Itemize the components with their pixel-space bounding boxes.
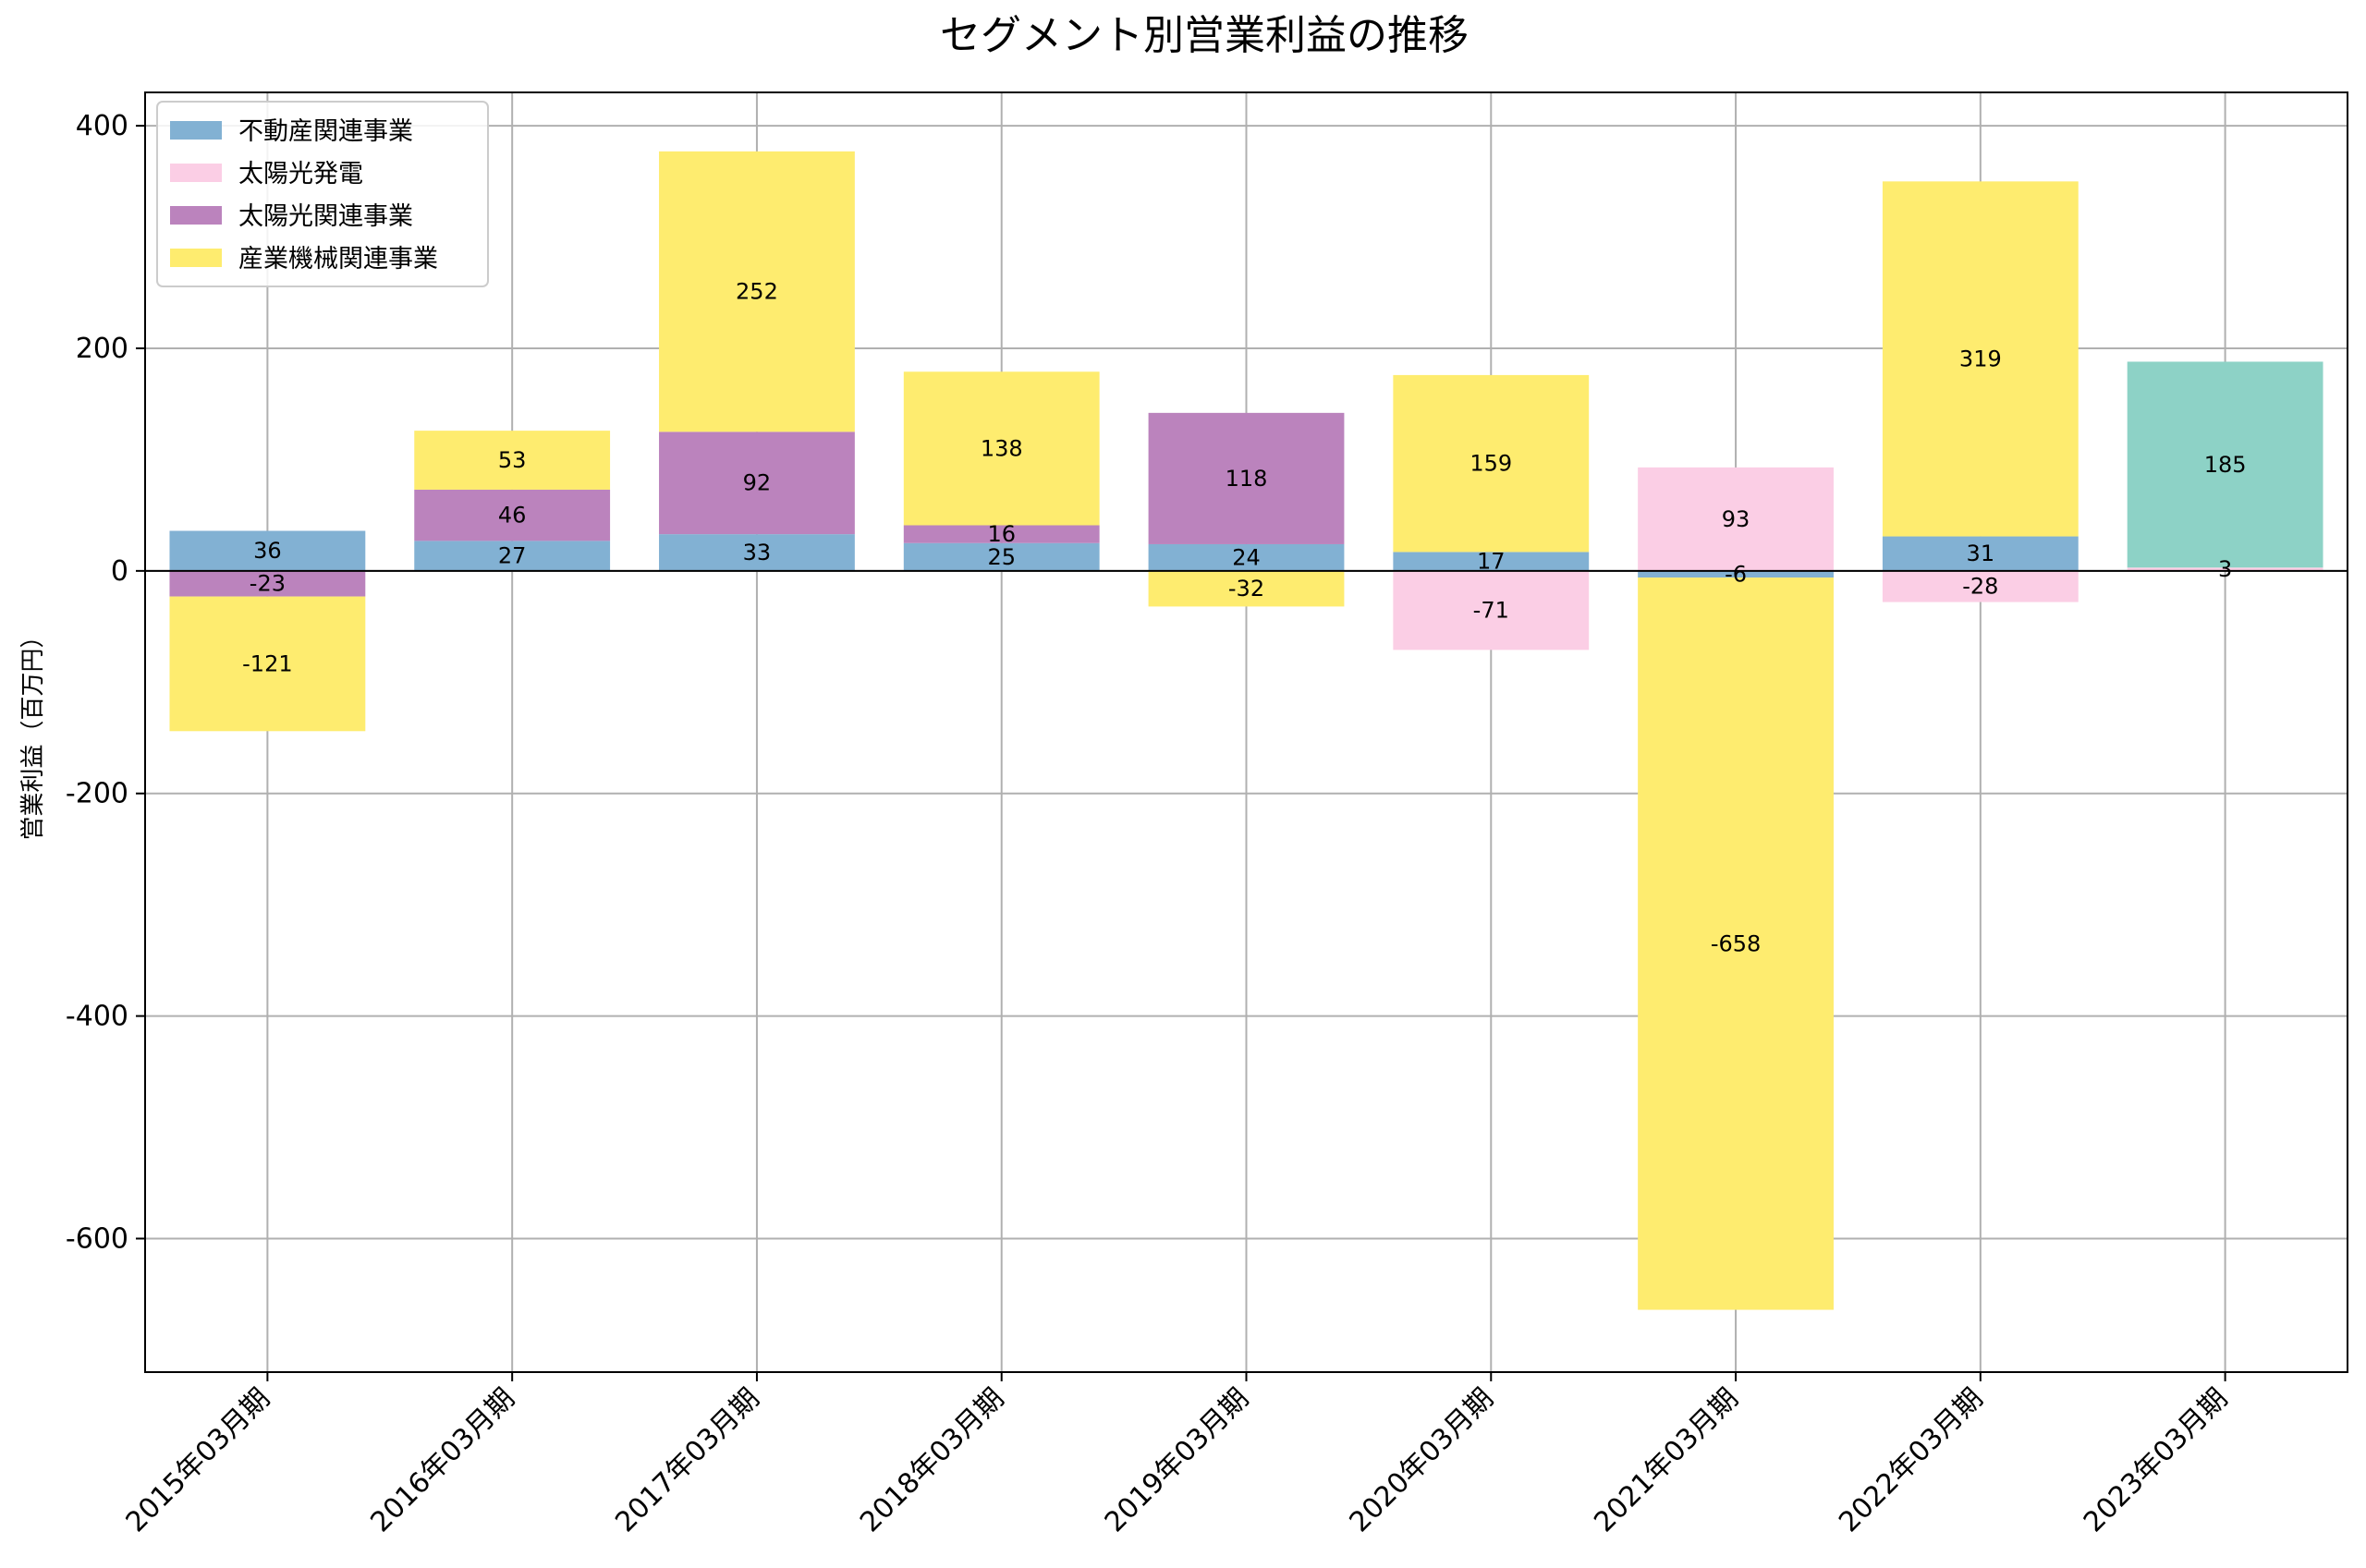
bar-segment	[414, 541, 611, 571]
bar-segment	[1393, 552, 1590, 571]
bar-segment	[903, 542, 1100, 571]
bar-value-label: 24	[1232, 544, 1261, 570]
bar-segment	[1393, 570, 1590, 650]
bar-value-label: 25	[987, 544, 1016, 570]
legend-swatch	[170, 164, 222, 182]
bar-value-label: 319	[1959, 346, 2002, 371]
x-tick-label: 2018年03月期	[854, 1382, 1010, 1538]
x-tick-label: 2021年03月期	[1588, 1382, 1744, 1538]
x-tick-label: 2016年03月期	[364, 1382, 520, 1538]
bar-value-label: 118	[1226, 466, 1268, 492]
legend-swatch	[170, 121, 222, 140]
bar-value-label: 3	[2218, 556, 2232, 582]
bar-segment	[1638, 570, 1834, 578]
bar-segment	[2127, 567, 2323, 571]
bar-value-label: -28	[1962, 574, 1998, 600]
y-tick-label: -400	[66, 1001, 128, 1033]
bar-segment	[169, 530, 366, 571]
bar-value-label: 27	[498, 543, 527, 569]
bar-segment	[1638, 577, 1834, 1310]
bar-segment	[1148, 412, 1345, 544]
x-tick-label: 2023年03月期	[2078, 1382, 2234, 1538]
legend-entry: 太陽光関連事業	[238, 202, 413, 231]
y-tick-label: -600	[66, 1222, 128, 1255]
y-tick-label: -200	[66, 778, 128, 810]
bar-value-label: -23	[250, 571, 286, 597]
bar-value-label: 31	[1967, 541, 1995, 566]
bar-segment	[903, 525, 1100, 543]
bar-value-label: 159	[1470, 451, 1512, 477]
bar-segment	[1393, 374, 1590, 553]
bar-segment	[1882, 536, 2079, 571]
bar-value-label: 185	[2204, 452, 2247, 478]
legend-swatch	[170, 249, 222, 267]
y-tick-label: 0	[111, 555, 128, 588]
legend-entry: 不動産関連事業	[238, 117, 413, 146]
legend-entry: 産業機械関連事業	[238, 245, 438, 273]
bar-value-label: 252	[736, 279, 778, 305]
bar-value-label: 16	[987, 521, 1016, 547]
bar-segment	[1148, 543, 1345, 571]
bar-segment	[1882, 570, 2079, 602]
bar-value-label: 93	[1722, 506, 1750, 532]
bar-value-label: -32	[1228, 576, 1264, 602]
bar-segment	[2127, 361, 2323, 568]
bar-segment	[659, 432, 855, 535]
bar-value-label: 36	[253, 538, 282, 564]
x-tick-label: 2017年03月期	[609, 1382, 765, 1538]
bar-value-label: 33	[743, 540, 772, 565]
chart-title: セグメント別営業利益の推移	[940, 12, 1469, 59]
bar-segment	[659, 151, 855, 432]
y-tick-label: 400	[76, 110, 128, 142]
y-axis-label: 営業利益（百万円）	[19, 624, 47, 840]
bar-segment	[1148, 570, 1345, 607]
bar-value-label: 92	[743, 470, 772, 496]
legend-swatch	[170, 206, 222, 225]
bar-value-label: -71	[1473, 598, 1509, 624]
x-tick-label: 2022年03月期	[1833, 1382, 1989, 1538]
y-tick-label: 200	[76, 333, 128, 365]
bar-segment	[169, 596, 366, 732]
bar-segment	[1638, 467, 1834, 571]
x-tick-label: 2020年03月期	[1344, 1382, 1500, 1538]
bar-value-label: -6	[1725, 561, 1747, 587]
legend-box	[156, 101, 489, 287]
bar-segment	[1882, 181, 2079, 537]
x-tick-label: 2019年03月期	[1099, 1382, 1255, 1538]
bar-value-label: 53	[498, 447, 527, 473]
bar-value-label: 138	[981, 435, 1023, 461]
bar-segment	[659, 534, 855, 571]
bar-segment	[169, 570, 366, 597]
bar-segment	[414, 489, 611, 541]
bar-segment	[903, 371, 1100, 526]
bar-value-label: -121	[242, 650, 292, 676]
bar-value-label: -658	[1711, 930, 1761, 956]
bar-segment	[414, 431, 611, 490]
bar-value-label: 46	[498, 503, 527, 529]
legend-entry: 太陽光発電	[238, 160, 363, 188]
x-tick-label: 2015年03月期	[120, 1382, 276, 1538]
